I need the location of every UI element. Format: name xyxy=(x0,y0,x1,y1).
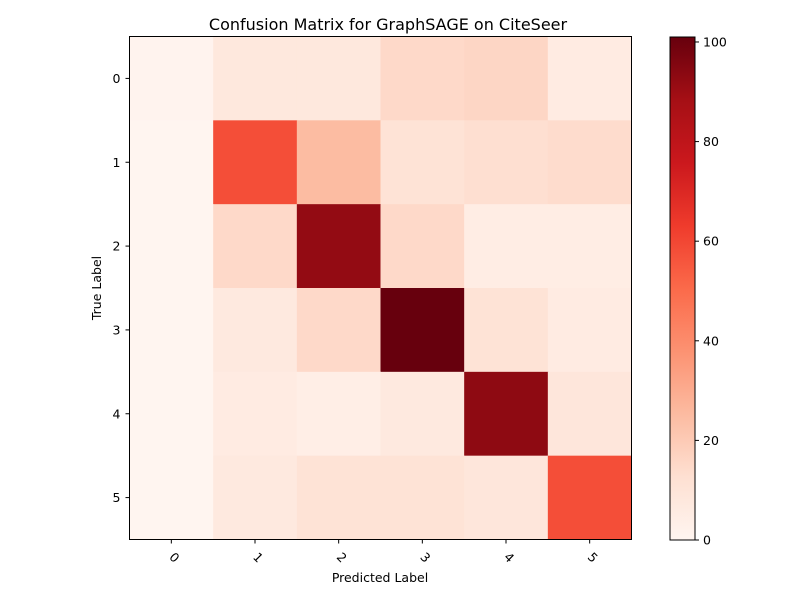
colorbar-tick-label-0: 0 xyxy=(703,533,711,548)
x-axis-ticks: 0 1 2 3 4 5 xyxy=(166,539,601,565)
y-tick-label-2: 2 xyxy=(113,239,121,254)
heatmap-cell-r1-c0 xyxy=(129,120,214,205)
heatmap-cell-r2-c4 xyxy=(464,204,549,289)
heatmap-cell-r3-c1 xyxy=(213,288,298,373)
x-tick-label-3: 3 xyxy=(417,549,433,565)
y-tick-label-0: 0 xyxy=(113,71,121,86)
heatmap-cell-r4-c0 xyxy=(129,371,214,457)
heatmap-cell-r2-c3 xyxy=(380,204,465,289)
heatmap-cell-r1-c4 xyxy=(464,120,549,205)
heatmap-cell-r3-c3 xyxy=(380,288,465,373)
heatmap-cell-r5-c3 xyxy=(380,455,465,540)
y-axis-label: True Label xyxy=(89,256,104,321)
heatmap-cell-r0-c0 xyxy=(129,36,214,121)
x-tick-label-0: 0 xyxy=(166,549,182,565)
heatmap-cell-r2-c5 xyxy=(547,204,632,289)
heatmap-cell-r1-c3 xyxy=(380,120,465,205)
y-tick-label-5: 5 xyxy=(113,490,121,505)
heatmap-cell-r0-c5 xyxy=(547,36,632,121)
colorbar-tick-label-2: 40 xyxy=(703,333,719,348)
x-tick-label-4: 4 xyxy=(501,549,517,565)
y-tick-label-1: 1 xyxy=(113,155,121,170)
heatmap-cell-r0-c2 xyxy=(296,36,381,121)
colorbar-tick-label-5: 100 xyxy=(703,34,727,49)
heatmap-cell-r0-c4 xyxy=(464,36,549,121)
heatmap-cell-r3-c0 xyxy=(129,288,214,373)
heatmap-cell-r5-c2 xyxy=(296,455,381,540)
chart-title: Confusion Matrix for GraphSAGE on CiteSe… xyxy=(209,15,568,34)
plot-frame xyxy=(129,36,632,540)
heatmap-cell-r3-c4 xyxy=(464,288,549,373)
heatmap-cell-r4-c4 xyxy=(464,371,549,457)
y-axis-ticks: 0 1 2 3 4 5 xyxy=(113,71,130,505)
heatmap-cell-r2-c1 xyxy=(213,204,298,289)
heatmap-cell-r4-c2 xyxy=(296,371,381,457)
colorbar-tick-label-3: 60 xyxy=(703,234,719,249)
colorbar xyxy=(669,36,696,541)
heatmap-cell-r5-c0 xyxy=(129,455,214,540)
heatmap-cell-r5-c4 xyxy=(464,455,549,540)
heatmap-cell-r1-c2 xyxy=(296,120,381,205)
x-tick-label-5: 5 xyxy=(585,549,601,565)
heatmap-cell-r4-c3 xyxy=(380,371,465,457)
heatmap-cell-r0-c1 xyxy=(213,36,298,121)
heatmap-cell-r1-c1 xyxy=(213,120,298,205)
heatmap-cell-r3-c2 xyxy=(296,288,381,373)
heatmap-cell-r1-c5 xyxy=(547,120,632,205)
heatmap-cell-r0-c3 xyxy=(380,36,465,121)
heatmap-cell-r5-c5 xyxy=(547,455,632,540)
x-axis-label: Predicted Label xyxy=(332,570,428,585)
y-tick-label-3: 3 xyxy=(113,322,121,337)
colorbar-tick-label-1: 20 xyxy=(703,433,719,448)
heatmap-cell-r4-c5 xyxy=(547,371,632,457)
heatmap-cells xyxy=(129,36,632,540)
colorbar-ticks: 0 20 40 60 80 100 xyxy=(695,34,727,548)
heatmap-cell-r2-c2 xyxy=(296,204,381,289)
x-tick-label-1: 1 xyxy=(250,549,266,565)
heatmap-cell-r2-c0 xyxy=(129,204,214,289)
heatmap-cell-r4-c1 xyxy=(213,371,298,457)
y-tick-label-4: 4 xyxy=(113,406,121,421)
x-tick-label-2: 2 xyxy=(334,549,350,565)
heatmap-cell-r3-c5 xyxy=(547,288,632,373)
heatmap-cell-r5-c1 xyxy=(213,455,298,540)
colorbar-tick-label-4: 80 xyxy=(703,134,719,149)
